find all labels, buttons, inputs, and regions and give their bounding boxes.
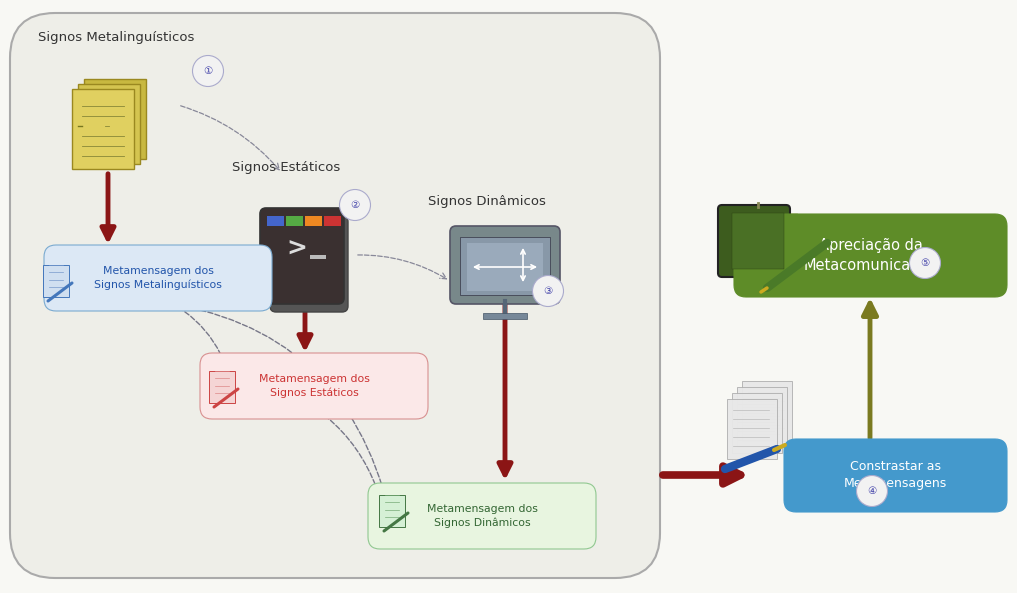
FancyBboxPatch shape: [742, 381, 792, 441]
FancyBboxPatch shape: [467, 243, 543, 291]
Circle shape: [909, 247, 941, 279]
FancyBboxPatch shape: [737, 387, 787, 447]
FancyBboxPatch shape: [270, 216, 348, 312]
FancyBboxPatch shape: [732, 213, 797, 271]
FancyBboxPatch shape: [210, 371, 235, 403]
FancyBboxPatch shape: [200, 353, 428, 419]
Circle shape: [192, 56, 224, 87]
Text: >: >: [287, 237, 307, 261]
FancyBboxPatch shape: [727, 399, 777, 459]
FancyBboxPatch shape: [286, 216, 303, 226]
Text: Signos Dinâmicos: Signos Dinâmicos: [428, 195, 546, 208]
FancyBboxPatch shape: [732, 393, 782, 453]
FancyBboxPatch shape: [460, 237, 550, 295]
FancyBboxPatch shape: [43, 265, 69, 297]
Text: ③: ③: [543, 286, 552, 296]
FancyBboxPatch shape: [784, 439, 1007, 512]
Text: Metamensagem dos
Signos Dinâmicos: Metamensagem dos Signos Dinâmicos: [426, 504, 537, 528]
FancyBboxPatch shape: [368, 483, 596, 549]
Text: Signos Estáticos: Signos Estáticos: [232, 161, 341, 174]
Text: Constrastar as
Metamensagens: Constrastar as Metamensagens: [844, 461, 947, 490]
FancyBboxPatch shape: [84, 79, 146, 159]
Circle shape: [856, 476, 888, 506]
Text: Metamensagem dos
Signos Estáticos: Metamensagem dos Signos Estáticos: [258, 374, 369, 398]
FancyBboxPatch shape: [305, 216, 322, 226]
FancyBboxPatch shape: [483, 313, 527, 319]
FancyBboxPatch shape: [78, 84, 140, 164]
FancyBboxPatch shape: [718, 205, 790, 277]
FancyBboxPatch shape: [379, 495, 405, 527]
Circle shape: [340, 190, 370, 221]
Text: Signos Metalinguísticos: Signos Metalinguísticos: [38, 31, 194, 44]
FancyBboxPatch shape: [310, 254, 326, 259]
FancyBboxPatch shape: [260, 208, 344, 304]
FancyBboxPatch shape: [734, 214, 1007, 297]
Text: ①: ①: [203, 66, 213, 76]
FancyBboxPatch shape: [44, 245, 272, 311]
FancyBboxPatch shape: [324, 216, 341, 226]
Text: ②: ②: [351, 200, 360, 210]
Text: ④: ④: [868, 486, 877, 496]
FancyBboxPatch shape: [72, 89, 134, 169]
Text: Metamensagem dos
Signos Metalinguísticos: Metamensagem dos Signos Metalinguísticos: [94, 266, 222, 290]
Text: ⑤: ⑤: [920, 258, 930, 268]
FancyBboxPatch shape: [10, 13, 660, 578]
Text: Apreciação da
Metacomunicação: Apreciação da Metacomunicação: [803, 238, 937, 273]
Circle shape: [533, 276, 563, 307]
FancyBboxPatch shape: [732, 213, 784, 269]
FancyBboxPatch shape: [450, 226, 560, 304]
FancyBboxPatch shape: [267, 216, 284, 226]
